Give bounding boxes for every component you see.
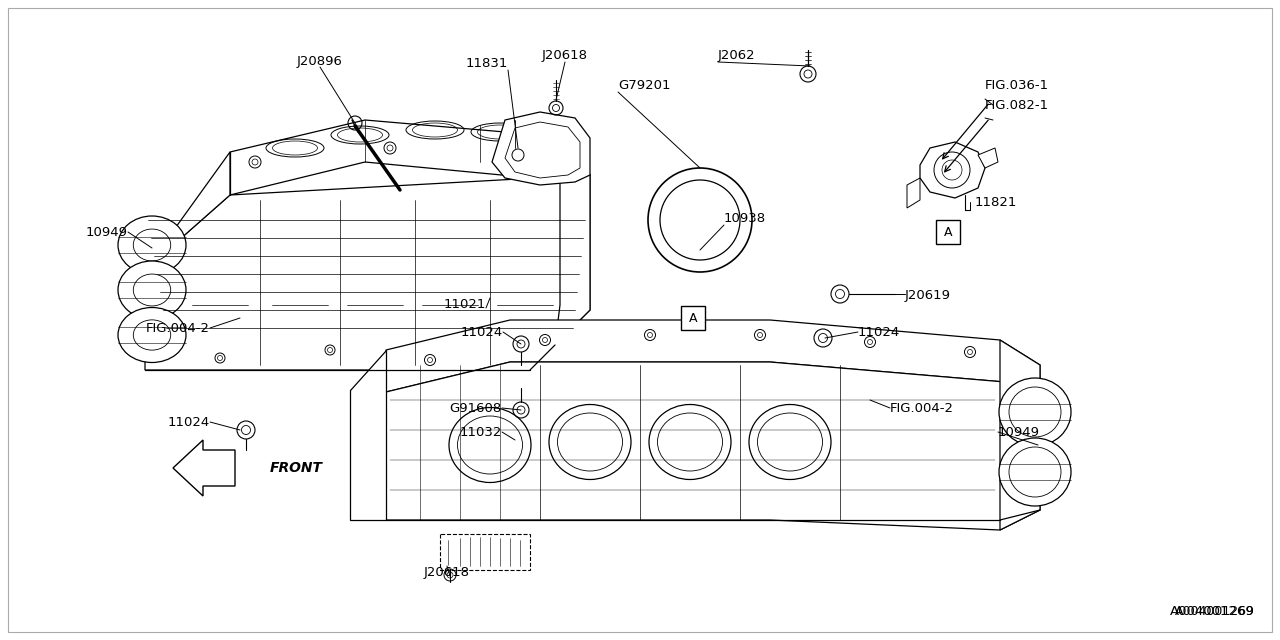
Text: 11024: 11024 (858, 326, 900, 339)
Text: FRONT: FRONT (270, 461, 323, 475)
Text: G91608: G91608 (449, 401, 502, 415)
Polygon shape (173, 440, 236, 496)
Polygon shape (920, 142, 986, 198)
Text: 11021: 11021 (444, 298, 486, 310)
FancyBboxPatch shape (681, 306, 705, 330)
Text: A004001269: A004001269 (1170, 605, 1254, 618)
Text: J2062: J2062 (718, 49, 755, 62)
Text: 11831: 11831 (466, 57, 508, 70)
Polygon shape (230, 120, 590, 195)
Ellipse shape (118, 307, 186, 362)
Text: J20619: J20619 (905, 289, 951, 301)
Text: FIG.004-2: FIG.004-2 (146, 321, 210, 335)
Text: FIG.036-1: FIG.036-1 (986, 79, 1050, 92)
Text: J20896: J20896 (297, 55, 343, 68)
Polygon shape (1000, 340, 1039, 530)
Text: 10949: 10949 (998, 426, 1039, 438)
Polygon shape (387, 362, 1039, 530)
Text: 10938: 10938 (724, 211, 767, 225)
Polygon shape (908, 178, 920, 208)
Ellipse shape (749, 404, 831, 479)
Text: 11032: 11032 (460, 426, 502, 438)
Polygon shape (349, 350, 387, 520)
Text: FIG.004-2: FIG.004-2 (890, 401, 954, 415)
Polygon shape (145, 175, 590, 370)
Text: J20618: J20618 (424, 566, 470, 579)
Text: 11024: 11024 (168, 415, 210, 429)
Text: G79201: G79201 (618, 79, 671, 92)
Polygon shape (978, 148, 998, 168)
Text: A: A (689, 312, 698, 324)
Polygon shape (145, 152, 230, 270)
Text: J20618: J20618 (541, 49, 588, 62)
Ellipse shape (118, 216, 186, 274)
Ellipse shape (118, 261, 186, 319)
Text: 11821: 11821 (975, 195, 1018, 209)
Polygon shape (492, 112, 590, 185)
Ellipse shape (549, 404, 631, 479)
Text: 10949: 10949 (86, 225, 128, 239)
Text: FIG.082-1: FIG.082-1 (986, 99, 1050, 112)
Text: 11024: 11024 (461, 326, 503, 339)
Text: A: A (943, 225, 952, 239)
Text: A004001269: A004001269 (1175, 605, 1254, 618)
FancyBboxPatch shape (936, 220, 960, 244)
Ellipse shape (649, 404, 731, 479)
Polygon shape (387, 320, 1039, 392)
Ellipse shape (449, 408, 531, 483)
Ellipse shape (998, 438, 1071, 506)
Ellipse shape (998, 378, 1071, 446)
Polygon shape (556, 138, 590, 345)
